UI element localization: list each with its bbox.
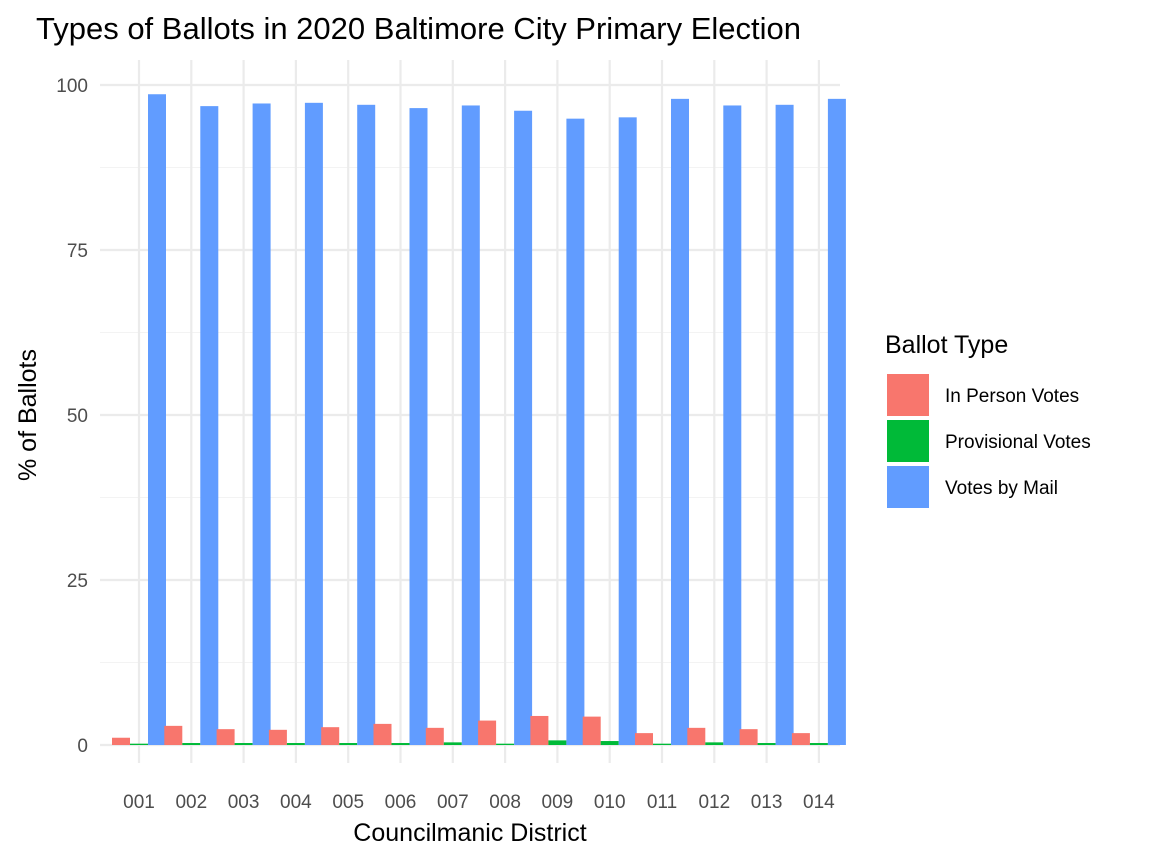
x-tick-label: 012 <box>698 792 730 813</box>
x-tick-label: 011 <box>647 792 677 813</box>
bar-in-person-votes-008 <box>478 720 497 745</box>
bar-in-person-votes-014 <box>791 733 810 745</box>
bar-votes-by-mail-011 <box>671 98 689 746</box>
x-tick-label: 009 <box>542 792 574 813</box>
x-tick-label: 001 <box>123 792 155 813</box>
legend-key-votes-by-mail <box>887 466 929 508</box>
bar-provisional-votes-004 <box>286 743 305 745</box>
y-tick-label: 75 <box>67 241 88 262</box>
bar-votes-by-mail-004 <box>304 102 323 745</box>
bar-in-person-votes-012 <box>687 727 706 745</box>
legend: Ballot Type In Person Votes Provisional V… <box>885 331 1091 508</box>
x-tick-label: 007 <box>437 792 469 813</box>
x-tick-label: 002 <box>175 792 207 813</box>
x-tick-label: 014 <box>803 792 835 813</box>
bar-in-person-votes-001 <box>112 737 130 745</box>
bar-provisional-votes-001 <box>130 743 148 745</box>
y-tick-label: 0 <box>77 736 88 757</box>
x-tick-label: 010 <box>594 792 626 813</box>
grid-lines <box>100 60 840 763</box>
bar-provisional-votes-011 <box>653 743 671 745</box>
bar-votes-by-mail-012 <box>723 105 742 745</box>
bar-in-person-votes-010 <box>582 716 601 745</box>
x-tick-label: 013 <box>751 792 783 813</box>
x-tick-label: 006 <box>385 792 417 813</box>
y-axis-title: % of Ballots <box>14 349 42 481</box>
bar-votes-by-mail-009 <box>566 118 585 745</box>
y-tick-label: 25 <box>67 571 88 592</box>
bar-provisional-votes-003 <box>234 743 253 745</box>
bar-provisional-votes-009 <box>548 740 567 745</box>
bar-provisional-votes-008 <box>496 743 515 745</box>
y-tick-label: 100 <box>56 76 88 97</box>
bar-votes-by-mail-014 <box>827 98 846 746</box>
x-tick-label: 005 <box>332 792 364 813</box>
bar-votes-by-mail-008 <box>514 110 533 746</box>
legend-label: Votes by Mail <box>945 478 1058 499</box>
legend-key-in-person-votes <box>887 374 929 416</box>
x-tick-label: 004 <box>280 792 312 813</box>
bar-provisional-votes-013 <box>757 743 776 745</box>
bar-provisional-votes-006 <box>391 743 410 745</box>
bar-provisional-votes-014 <box>809 743 828 745</box>
bar-in-person-votes-007 <box>425 727 444 745</box>
bar-votes-by-mail-013 <box>775 104 794 746</box>
bar-provisional-votes-010 <box>600 741 619 745</box>
bar-votes-by-mail-003 <box>252 103 271 746</box>
chart-title: Types of Ballots in 2020 Baltimore City … <box>36 11 801 46</box>
legend-title: Ballot Type <box>885 331 1008 359</box>
bar-in-person-votes-006 <box>373 723 392 745</box>
bar-in-person-votes-002 <box>164 725 183 745</box>
bar-provisional-votes-012 <box>705 742 724 745</box>
bar-votes-by-mail-002 <box>200 106 219 746</box>
bar-in-person-votes-011 <box>635 733 653 745</box>
bar-in-person-votes-009 <box>530 715 549 745</box>
x-axis-title: Councilmanic District <box>353 819 586 847</box>
x-tick-label: 008 <box>489 792 521 813</box>
x-tick-label: 003 <box>228 792 260 813</box>
bar-provisional-votes-007 <box>443 742 462 745</box>
bars <box>112 94 846 746</box>
bar-votes-by-mail-005 <box>357 104 376 746</box>
legend-key-provisional-votes <box>887 420 929 462</box>
bar-provisional-votes-002 <box>182 743 201 745</box>
y-tick-label: 50 <box>67 406 88 427</box>
x-axis-tick-labels: 001 002 003 004 005 006 007 008 009 010 011 012 013 0… <box>123 792 835 813</box>
bar-votes-by-mail-006 <box>409 108 428 746</box>
y-axis-tick-labels: 0 25 50 75 100 <box>56 76 88 757</box>
bar-in-person-votes-013 <box>739 729 758 745</box>
bar-in-person-votes-004 <box>268 729 287 745</box>
legend-label: In Person Votes <box>945 386 1079 407</box>
legend-label: Provisional Votes <box>945 432 1091 453</box>
bar-votes-by-mail-010 <box>618 117 637 746</box>
bar-votes-by-mail-001 <box>148 94 166 746</box>
bar-votes-by-mail-007 <box>461 105 480 745</box>
bar-provisional-votes-005 <box>339 743 358 745</box>
bar-in-person-votes-003 <box>216 729 235 745</box>
bar-in-person-votes-005 <box>321 727 340 745</box>
